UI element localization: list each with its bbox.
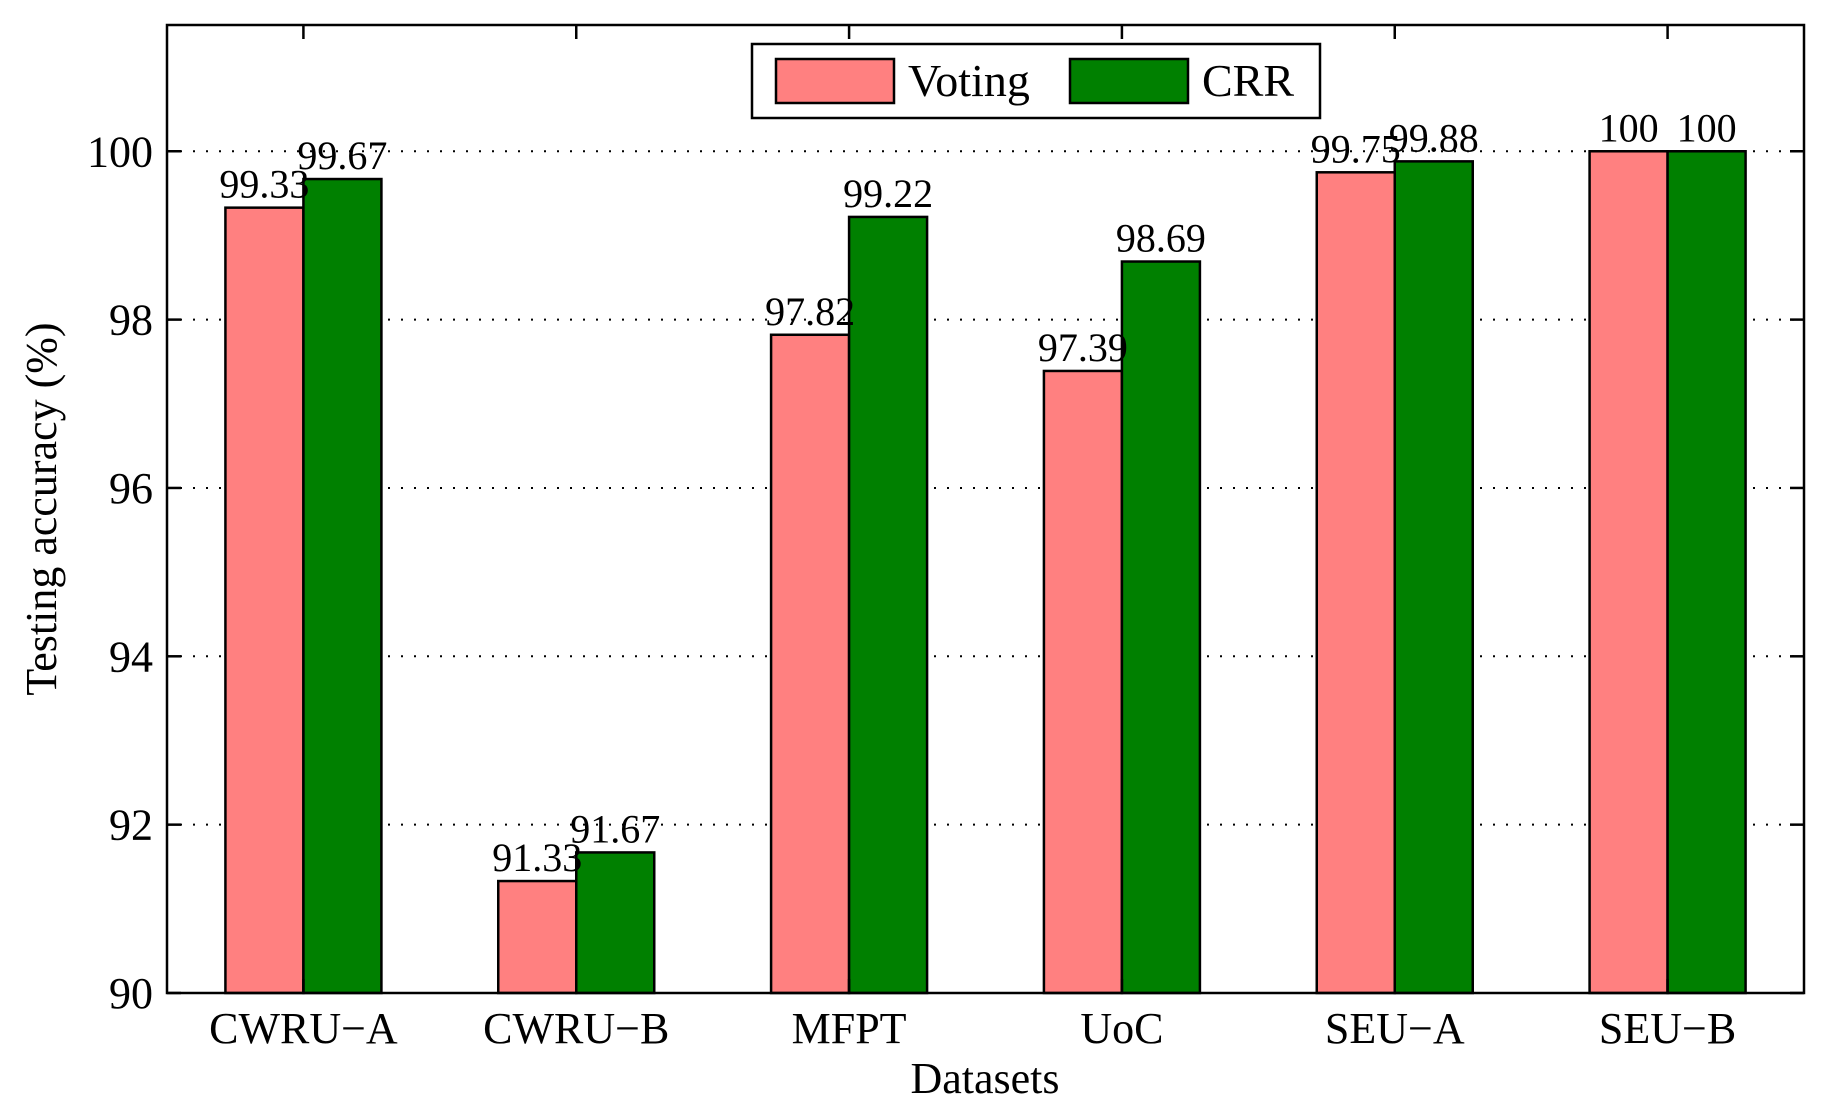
bar-crr [1393,160,1474,995]
bar-crr [1120,260,1202,995]
bar-crr [575,851,656,995]
data-label-crr: 91.67 [570,806,660,851]
bar-crr [1666,150,1747,995]
bar-voting [769,333,851,995]
legend-label-crr: CRR [1202,55,1294,106]
y-tick-label: 92 [109,801,153,850]
y-tick-label: 96 [109,464,153,513]
x-category-label: CWRU−A [209,1004,398,1053]
bar-crr [847,215,929,995]
x-category-label: UoC [1080,1004,1163,1053]
y-tick-label: 98 [109,296,153,345]
bars [224,150,1747,995]
legend-swatch-crr [1068,57,1190,105]
data-label-crr: 99.88 [1389,115,1479,160]
bar-crr [302,177,383,995]
data-label-voting: 91.33 [492,835,582,880]
bar-voting [1042,369,1124,995]
x-category-label: SEU−A [1325,1004,1465,1053]
data-label-voting: 99.33 [219,162,309,207]
data-label-crr: 98.69 [1116,216,1206,261]
data-label-voting: 99.75 [1311,126,1401,171]
x-category-label: SEU−B [1599,1004,1736,1053]
bar-voting [1588,150,1669,995]
x-category-label: MFPT [792,1004,907,1053]
x-category-label: CWRU−B [483,1004,669,1053]
legend-swatch-voting [774,57,896,105]
y-axis-title: Testing accuracy (%) [17,322,66,695]
legend: Voting CRR [750,42,1322,120]
data-label-voting: 97.82 [765,289,855,334]
y-tick-label: 100 [87,127,153,176]
y-tick-label: 90 [109,969,153,1018]
data-label-voting: 100 [1599,105,1659,150]
bar-voting [1315,171,1396,995]
y-tick-label: 94 [109,632,153,681]
plot-area-frame [165,23,1806,995]
data-label-crr: 99.22 [843,171,933,216]
bar-voting [224,206,305,995]
axis-ticks: 90 92 94 96 98 100 CWRU−A CWRU−B MFPT UoC SEU−A SEU… [87,25,1804,1053]
data-label-crr: 100 [1677,105,1737,150]
bar-voting [497,879,578,995]
data-label-crr: 99.67 [297,133,387,178]
legend-label-voting: Voting [908,55,1030,106]
x-axis-title: Datasets [910,1054,1059,1103]
data-label-voting: 97.39 [1038,325,1128,370]
